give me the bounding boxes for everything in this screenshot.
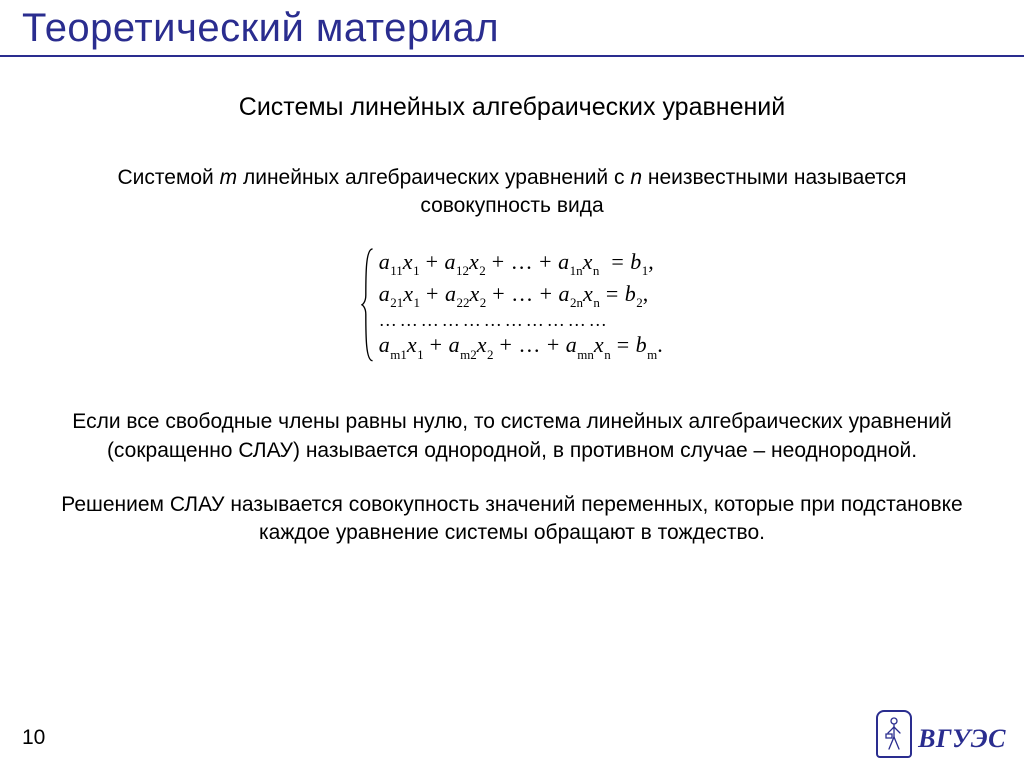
page-title: Теоретический материал	[22, 6, 1004, 51]
title-bar: Теоретический материал	[0, 0, 1024, 57]
footer-logo: ВГУЭС	[876, 710, 1006, 758]
equation-row-dots: ……………………………	[379, 311, 663, 331]
intro-prefix: Системой	[117, 166, 219, 189]
logo-emblem-icon	[876, 710, 912, 758]
intro-paragraph: Системой m линейных алгебраических уравн…	[60, 164, 964, 221]
content-area: Системы линейных алгебраических уравнени…	[0, 57, 1024, 548]
section-subtitle: Системы линейных алгебраических уравнени…	[60, 93, 964, 122]
paragraph-solution: Решением СЛАУ называется совокупность зн…	[60, 491, 964, 548]
left-brace-icon	[361, 247, 374, 363]
equation-row-2: a21x1 + a22x2 + … + a2nxn = b2,	[379, 279, 663, 311]
intro-var-n: n	[630, 166, 642, 189]
intro-mid1: линейных алгебраических уравнений с	[237, 166, 630, 189]
equation-system: a11x1 + a12x2 + … + a1nxn = b1, a21x1 + …	[361, 247, 663, 363]
paragraph-homogeneous: Если все свободные члены равны нулю, то …	[60, 408, 964, 465]
page-number: 10	[22, 726, 45, 750]
slide: Теоретический материал Системы линейных …	[0, 0, 1024, 768]
intro-var-m: m	[220, 166, 238, 189]
equation-row-1: a11x1 + a12x2 + … + a1nxn = b1,	[379, 247, 663, 279]
equation-row-m: am1x1 + am2x2 + … + amnxn = bm.	[379, 330, 663, 362]
logo-text: ВГУЭС	[918, 724, 1006, 758]
